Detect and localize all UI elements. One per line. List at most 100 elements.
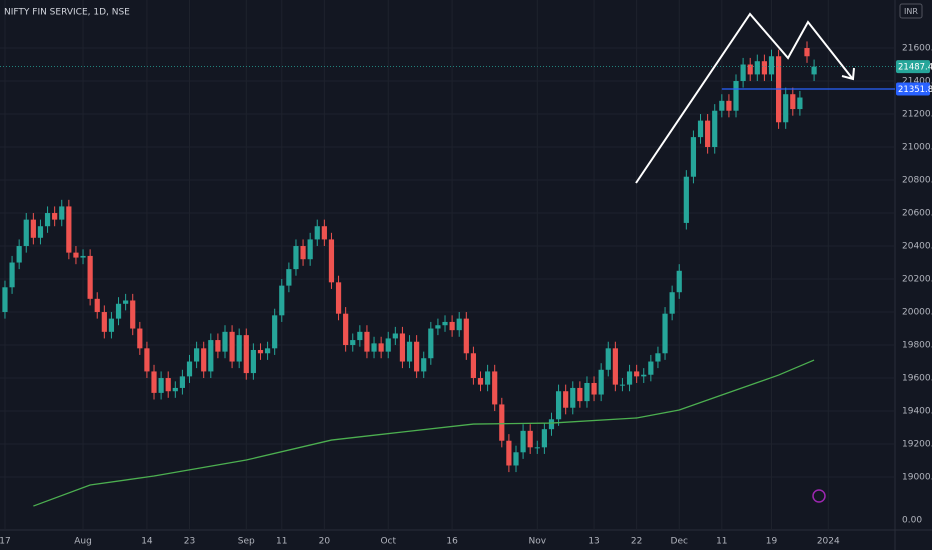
candle-body xyxy=(761,61,768,75)
candle-body xyxy=(243,335,249,374)
y-tick-label: 21000.00 xyxy=(902,143,932,153)
currency-box[interactable] xyxy=(899,3,923,19)
candle-body xyxy=(250,349,256,374)
candle-body xyxy=(683,176,689,223)
candle-body xyxy=(605,348,611,370)
candle-body xyxy=(80,255,86,258)
y-tick-label: 21400.00 xyxy=(902,77,932,87)
candle-body xyxy=(378,343,384,352)
candle-body xyxy=(350,340,356,346)
candle-body xyxy=(108,318,115,332)
candle-body xyxy=(591,382,597,395)
chart-title: NIFTY FIN SERVICE, 1D, NSE xyxy=(4,8,130,18)
x-tick-label: 16 xyxy=(446,537,458,547)
candle-body xyxy=(73,252,79,258)
candle-body xyxy=(399,333,406,362)
candle-body xyxy=(286,269,292,286)
candle-body xyxy=(52,213,58,220)
y-tick-label: 21200.00 xyxy=(902,110,932,120)
candle-body xyxy=(719,100,725,111)
y-tick-label: 20800.00 xyxy=(902,176,932,186)
candle-body xyxy=(584,382,590,402)
y-tick-label: 21600.00 xyxy=(902,44,932,54)
candle-body xyxy=(151,371,157,393)
y-tick-label: 19600.00 xyxy=(902,374,932,384)
y-tick-label: 20200.00 xyxy=(902,275,932,285)
candle-body xyxy=(634,371,640,377)
y-tick-label: 19400.00 xyxy=(902,407,932,417)
candle-body xyxy=(747,64,753,75)
candle-body xyxy=(300,246,306,260)
candle-body xyxy=(520,430,526,453)
candle-body xyxy=(158,378,164,393)
y-tick-label: 20400.00 xyxy=(902,242,932,252)
candle-body xyxy=(492,371,498,405)
candle-body xyxy=(548,419,555,430)
candle-body xyxy=(307,239,313,260)
candle-body xyxy=(179,376,186,388)
candle-body xyxy=(648,361,654,375)
candle-body xyxy=(577,387,583,402)
moving-average xyxy=(33,359,815,507)
candle-body xyxy=(499,404,505,441)
candle-body xyxy=(406,341,413,362)
candle-body xyxy=(804,48,810,57)
candle-body xyxy=(2,287,8,313)
candle-body xyxy=(264,348,271,354)
candle-body xyxy=(123,300,129,304)
price-label: 21351.80 xyxy=(898,85,932,95)
candle-body xyxy=(215,340,221,352)
x-tick-label: 23 xyxy=(184,537,195,547)
candle-body xyxy=(186,361,193,377)
candle-body xyxy=(130,300,136,329)
x-tick-label: 22 xyxy=(631,537,642,547)
candle-body xyxy=(790,94,796,110)
y-tick-label: 20600.00 xyxy=(902,209,932,219)
candle-body xyxy=(712,110,718,148)
candle-body xyxy=(94,298,100,313)
currency: INR xyxy=(904,7,918,16)
marks xyxy=(0,41,895,507)
x-tick-label: 19 xyxy=(766,537,778,547)
candle-body xyxy=(570,387,576,408)
price-label-box xyxy=(896,82,930,96)
candle-body xyxy=(541,429,547,448)
candle-body xyxy=(392,333,398,339)
candle-body xyxy=(385,338,391,352)
price-label: 21487.45 xyxy=(898,63,932,73)
candle-body xyxy=(527,430,533,448)
event-icon[interactable] xyxy=(812,489,826,503)
y-tick-label: 19200.00 xyxy=(902,440,932,450)
candle-body xyxy=(357,331,363,341)
candle-body xyxy=(165,378,171,392)
candle-body xyxy=(697,120,704,138)
candle-body xyxy=(534,447,540,449)
x-tick-label: 11 xyxy=(276,537,287,547)
candle-body xyxy=(101,312,107,332)
candle-body xyxy=(626,371,633,385)
price-label-box xyxy=(896,60,930,74)
x-tick-label: Oct xyxy=(380,537,396,547)
x-tick-label: 2024 xyxy=(817,537,840,547)
candle-body xyxy=(563,391,569,408)
candle-body xyxy=(194,348,200,362)
candle-body xyxy=(754,61,760,75)
candle-body xyxy=(435,325,441,329)
x-tick-label: Dec xyxy=(671,537,688,547)
bottom-label: 0.00 xyxy=(902,516,922,526)
candle-body xyxy=(414,341,420,372)
candle-body xyxy=(115,303,122,319)
candle-body xyxy=(371,343,377,352)
candle-body xyxy=(428,328,434,359)
candle-body xyxy=(612,348,618,385)
candle-body xyxy=(229,331,235,362)
candle-body xyxy=(726,100,732,111)
candle-body xyxy=(137,328,143,349)
x-tick-label: Nov xyxy=(528,537,546,547)
candle-body xyxy=(555,391,562,420)
candle-body xyxy=(783,94,789,123)
candle-body xyxy=(16,246,22,263)
candle-body xyxy=(23,219,29,247)
y-tick-label: 20000.00 xyxy=(902,308,932,318)
